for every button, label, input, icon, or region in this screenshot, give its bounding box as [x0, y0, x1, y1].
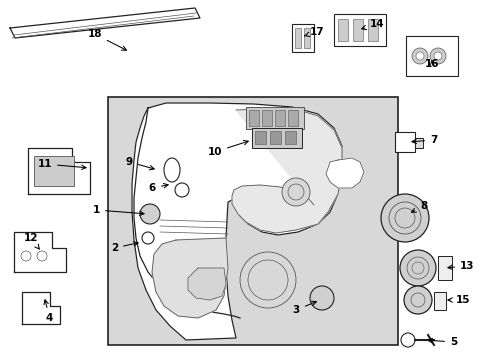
- Circle shape: [175, 183, 189, 197]
- Ellipse shape: [163, 158, 180, 182]
- Text: 17: 17: [304, 27, 324, 37]
- Bar: [274, 110, 285, 126]
- Text: 13: 13: [447, 261, 473, 271]
- Bar: [433, 292, 445, 310]
- Bar: [367, 19, 377, 41]
- Bar: [248, 110, 259, 126]
- Bar: [437, 256, 451, 280]
- Bar: [108, 97, 397, 345]
- Text: 9: 9: [125, 157, 154, 170]
- Bar: [245, 107, 304, 129]
- Polygon shape: [132, 103, 341, 340]
- Bar: [285, 131, 295, 144]
- Text: 10: 10: [207, 140, 248, 157]
- Polygon shape: [14, 232, 66, 272]
- Text: 2: 2: [110, 242, 138, 253]
- Bar: [262, 110, 271, 126]
- Circle shape: [403, 286, 431, 314]
- Circle shape: [309, 286, 333, 310]
- Bar: [304, 28, 309, 48]
- Bar: [414, 138, 422, 148]
- Text: 12: 12: [23, 233, 39, 249]
- Circle shape: [433, 52, 441, 60]
- Polygon shape: [231, 108, 341, 233]
- Circle shape: [411, 48, 427, 64]
- Text: 6: 6: [148, 183, 168, 193]
- Bar: [269, 131, 281, 144]
- Circle shape: [399, 250, 435, 286]
- Text: 14: 14: [361, 19, 384, 30]
- Circle shape: [142, 232, 154, 244]
- Circle shape: [282, 178, 309, 206]
- Polygon shape: [152, 238, 227, 318]
- Text: 4: 4: [44, 300, 53, 323]
- Circle shape: [415, 52, 423, 60]
- Bar: [352, 19, 362, 41]
- Bar: [251, 128, 302, 148]
- Text: 15: 15: [447, 295, 469, 305]
- Polygon shape: [28, 148, 90, 194]
- Polygon shape: [187, 268, 225, 300]
- Bar: [337, 19, 347, 41]
- Text: 7: 7: [411, 135, 436, 145]
- Bar: [405, 36, 457, 76]
- Text: 3: 3: [292, 301, 316, 315]
- Circle shape: [400, 333, 414, 347]
- Polygon shape: [22, 292, 60, 324]
- Polygon shape: [325, 158, 363, 188]
- Text: 16: 16: [424, 59, 438, 69]
- Text: 11: 11: [38, 159, 86, 170]
- Bar: [333, 14, 385, 46]
- Text: 8: 8: [411, 201, 427, 212]
- Circle shape: [429, 48, 445, 64]
- Bar: [287, 110, 297, 126]
- Text: 18: 18: [87, 29, 126, 50]
- Circle shape: [140, 204, 160, 224]
- Bar: [294, 28, 301, 48]
- Circle shape: [240, 252, 295, 308]
- Circle shape: [380, 194, 428, 242]
- Bar: [254, 131, 265, 144]
- Text: 1: 1: [93, 205, 144, 216]
- Bar: [34, 156, 74, 186]
- Text: 5: 5: [427, 337, 456, 347]
- Polygon shape: [10, 8, 200, 38]
- Bar: [394, 132, 414, 152]
- Bar: [291, 24, 313, 52]
